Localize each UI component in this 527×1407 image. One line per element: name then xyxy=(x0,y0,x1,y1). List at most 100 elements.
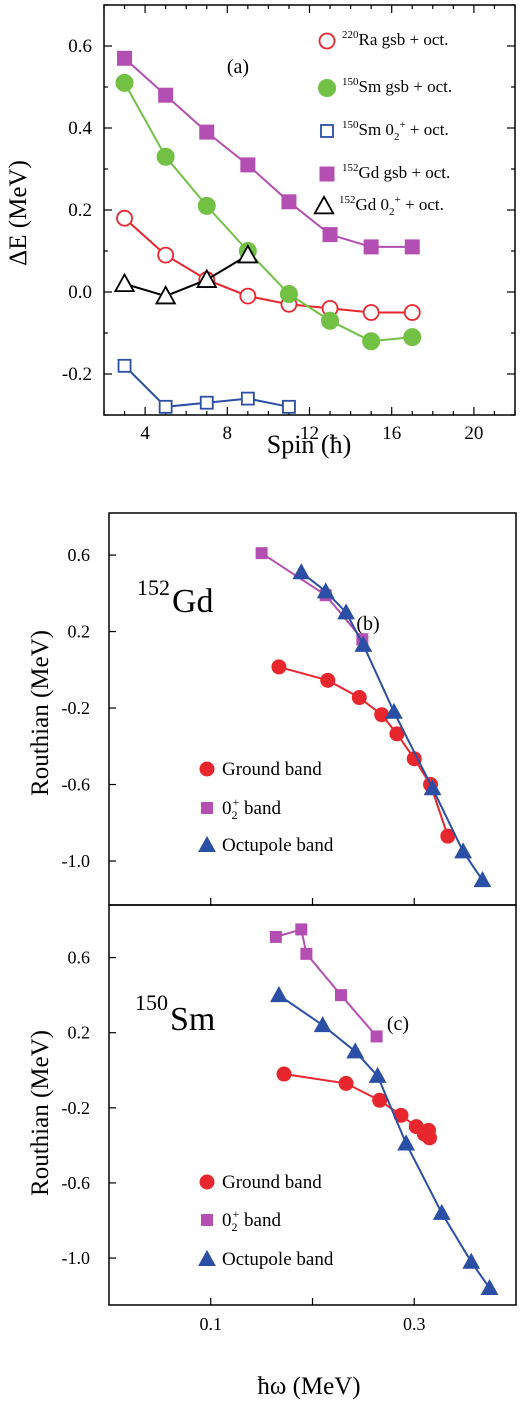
y-tick-label: -0.2 xyxy=(62,1098,91,1118)
panel-c-ticks: 0.6 0.2 -0.2 -0.6 -1.0 0.1 0.3 xyxy=(62,948,426,1334)
ground-point xyxy=(374,707,390,723)
octupole-point xyxy=(270,986,288,1003)
x-tick-label: 0.3 xyxy=(403,1314,426,1334)
y-tick-label: 0.0 xyxy=(68,282,92,303)
octupole-point xyxy=(337,603,355,620)
panel-c-label: (c) xyxy=(387,1013,409,1035)
sm150gsb-point xyxy=(115,73,134,92)
gd152zero-line xyxy=(124,254,249,298)
ground-legend-label: Ground band xyxy=(222,1172,322,1193)
gd152gsb-point xyxy=(240,157,256,173)
x-tick-label: 20 xyxy=(464,423,483,444)
panel-b-nucleus-symbol: Gd xyxy=(172,583,214,620)
y-tick-label: -0.2 xyxy=(62,698,91,718)
sm150gsb-point xyxy=(156,147,175,166)
ra220-point xyxy=(403,304,421,321)
gd152gsb-point xyxy=(158,87,174,103)
y-tick-label: -0.6 xyxy=(62,1173,91,1193)
octupole-legend-label: Octupole band xyxy=(222,1249,334,1270)
y-tick-label: -1.0 xyxy=(62,851,91,871)
x-tick-label: 4 xyxy=(140,423,150,444)
ground-point xyxy=(351,690,367,706)
ground-point xyxy=(338,1075,354,1091)
panel-b-legend: Ground band 02+ band Octupole band xyxy=(198,759,334,856)
panel-a-x-ticks: 4 8 12 16 20 xyxy=(103,5,516,444)
ra220-point xyxy=(362,304,380,321)
panel-b: 0.6 0.2 -0.2 -0.6 -1.0 Routhian (MeV) (b) 15… xyxy=(27,512,517,906)
y-tick-label: 0.6 xyxy=(68,948,91,968)
panel-a-x-axis-label: Spin (ħ) xyxy=(267,430,352,459)
panel-a: 4 8 12 16 20 0.6 0.4 0.2 0.0 -0.2 Spin (ħ) ΔE (M… xyxy=(5,4,516,459)
octupole-point xyxy=(454,842,472,859)
gd152zero-point xyxy=(237,244,259,264)
gd152gsb-point xyxy=(117,50,133,66)
sm150gsb-legend-marker xyxy=(318,79,336,97)
octupole-point xyxy=(354,635,373,652)
sm150zero-point xyxy=(282,399,296,414)
x-tick-label: 0.1 xyxy=(200,1314,223,1334)
sm150gsb-point xyxy=(279,285,298,304)
sm150zero-point xyxy=(117,358,132,373)
panel-b-y-axis-label: Routhian (MeV) xyxy=(27,630,54,796)
sm150gsb-point xyxy=(362,332,381,351)
octupole-legend-marker xyxy=(198,835,216,852)
sm150gsb-legend-label: 150Sm gsb + oct. xyxy=(342,76,452,96)
sm150gsb-point xyxy=(197,196,216,215)
panel-c-x-axis-label: ħω (MeV) xyxy=(257,1373,360,1400)
panel-a-series xyxy=(113,50,422,414)
gd152gsb-point xyxy=(404,239,420,255)
octupole-point xyxy=(462,1252,481,1269)
gd152zero-point xyxy=(196,268,218,288)
sm150zero-legend-marker xyxy=(320,124,334,138)
ra220-legend-label: 220Ra gsb + oct. xyxy=(342,29,448,49)
gd152gsb-legend-label: 152Gd gsb + oct. xyxy=(342,162,450,182)
y-tick-label: 0.2 xyxy=(68,200,92,221)
panel-a-y-ticks: 0.6 0.4 0.2 0.0 -0.2 xyxy=(62,4,515,416)
zero2-legend-label: 02+ band xyxy=(222,1207,281,1234)
zero2-point xyxy=(334,989,347,1002)
panel-c-series xyxy=(269,923,499,1296)
ground-point xyxy=(420,1122,436,1138)
ground-point xyxy=(271,659,287,675)
panel-b-ticks: 0.6 0.2 -0.2 -0.6 -1.0 xyxy=(62,545,415,905)
octupole-point xyxy=(480,1279,499,1296)
octupole-point xyxy=(397,1134,416,1151)
y-tick-label: 0.4 xyxy=(68,118,92,139)
octupole-point xyxy=(473,871,492,888)
panel-c: 0.60.2-0.2-0.6-1.00.1 0.3 Routhian (MeV) … xyxy=(27,904,517,1400)
gd152zero-point xyxy=(113,272,136,293)
y-tick-label: -0.2 xyxy=(62,364,92,385)
octupole-legend-label: Octupole band xyxy=(222,835,334,856)
zero2-legend-marker xyxy=(201,802,213,814)
panel-b-label: (b) xyxy=(356,613,379,635)
y-tick-label: 0.2 xyxy=(68,1023,91,1043)
ra220-legend-marker xyxy=(318,32,336,50)
zero2-legend-marker xyxy=(201,1214,213,1226)
zero2-point xyxy=(370,1030,383,1043)
panel-b-nucleus-mass: 152 xyxy=(137,575,170,600)
sm150zero-legend-label: 150Sm 02+ + oct. xyxy=(342,119,449,143)
y-tick-label: 0.2 xyxy=(68,622,91,642)
ground-point xyxy=(372,1092,388,1108)
ground-legend-marker xyxy=(199,761,215,777)
octupole-point xyxy=(423,779,442,796)
ground-point xyxy=(276,1066,292,1082)
ground-legend-label: Ground band xyxy=(222,759,322,780)
ground-legend-marker xyxy=(199,1174,215,1190)
sm150zero-point xyxy=(158,399,173,414)
panel-c-legend: Ground band 02+ band Octupole band xyxy=(198,1172,334,1270)
panel-c-nucleus-mass: 150 xyxy=(135,990,168,1015)
y-tick-label: 0.6 xyxy=(68,545,91,565)
gd152gsb-point xyxy=(363,239,379,255)
zero2-point xyxy=(295,923,308,936)
ra220-point xyxy=(116,209,133,227)
panel-c-nucleus-symbol: Sm xyxy=(170,1001,215,1038)
gd152zero-legend-label: 152Gd 02+ + oct. xyxy=(339,194,444,218)
octupole-point xyxy=(292,563,311,580)
gd152zero-legend-marker xyxy=(313,194,335,215)
sm150gsb-point xyxy=(403,328,422,347)
octupole-point xyxy=(316,582,335,599)
x-tick-label: 8 xyxy=(223,423,233,444)
ra220-point xyxy=(157,246,175,264)
